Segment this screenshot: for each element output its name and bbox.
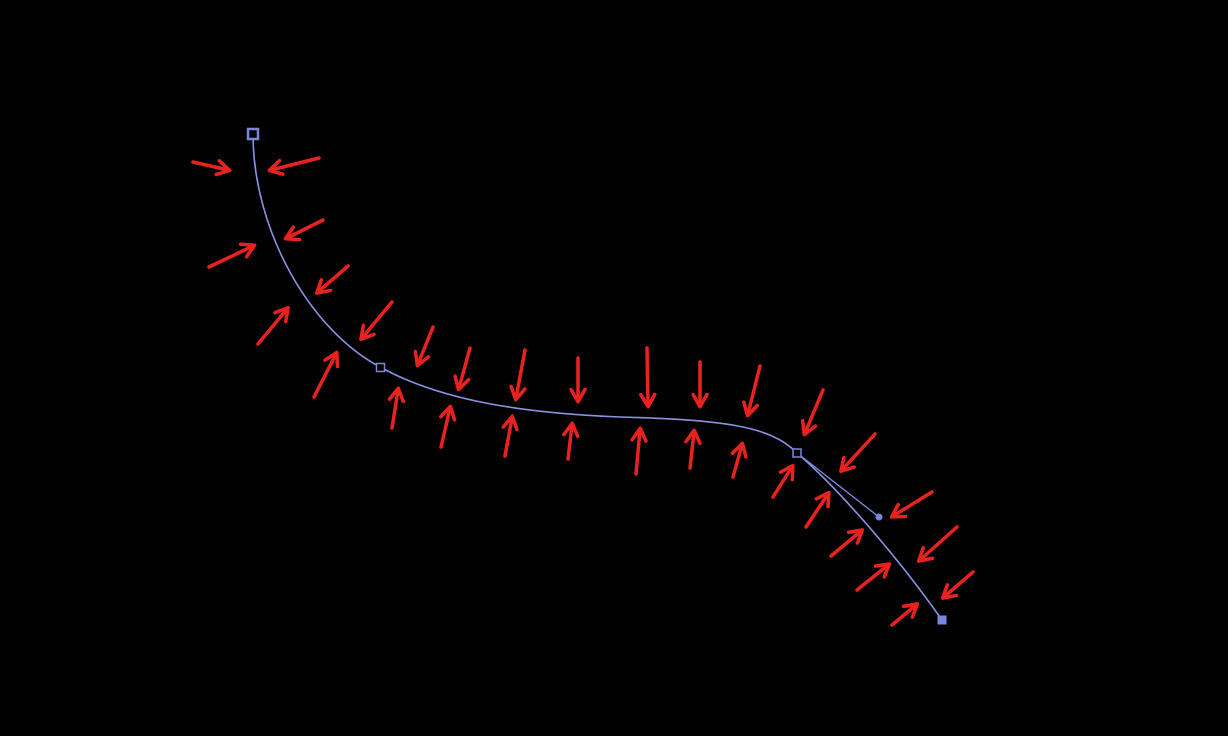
curve	[252, 133, 943, 621]
handle-line	[796, 452, 880, 518]
handle-point	[875, 513, 883, 521]
arrow	[855, 562, 892, 592]
anchor-point	[375, 362, 386, 373]
arrow	[742, 364, 762, 418]
arrow	[889, 490, 934, 519]
bezier-path	[246, 127, 947, 625]
arrow	[804, 490, 831, 529]
arrow	[940, 570, 975, 600]
arrow	[453, 346, 472, 392]
arrows-below	[191, 159, 920, 627]
arrow	[800, 388, 825, 437]
arrow	[630, 426, 648, 476]
arrow	[283, 218, 325, 242]
anchor-point	[792, 448, 802, 458]
arrow	[684, 428, 702, 470]
arrow	[730, 441, 748, 479]
arrow	[771, 463, 795, 499]
arrow	[314, 264, 350, 295]
anchor-point	[937, 615, 947, 625]
arrow	[359, 300, 394, 342]
arrow	[562, 421, 580, 461]
arrow	[916, 525, 959, 563]
arrow	[890, 602, 920, 627]
arrow	[439, 404, 457, 449]
arrows-above	[267, 156, 975, 600]
arrow	[639, 346, 657, 409]
arrow	[829, 528, 865, 558]
arrow	[501, 414, 519, 458]
arrow	[191, 159, 232, 177]
arrow	[207, 242, 257, 269]
arrow	[509, 348, 527, 402]
arrow	[267, 156, 321, 176]
arrow	[413, 325, 435, 368]
arrow	[387, 386, 406, 430]
arrow	[312, 350, 340, 399]
arrow	[256, 305, 290, 346]
arrow	[839, 432, 877, 474]
anchor-point	[246, 127, 260, 141]
